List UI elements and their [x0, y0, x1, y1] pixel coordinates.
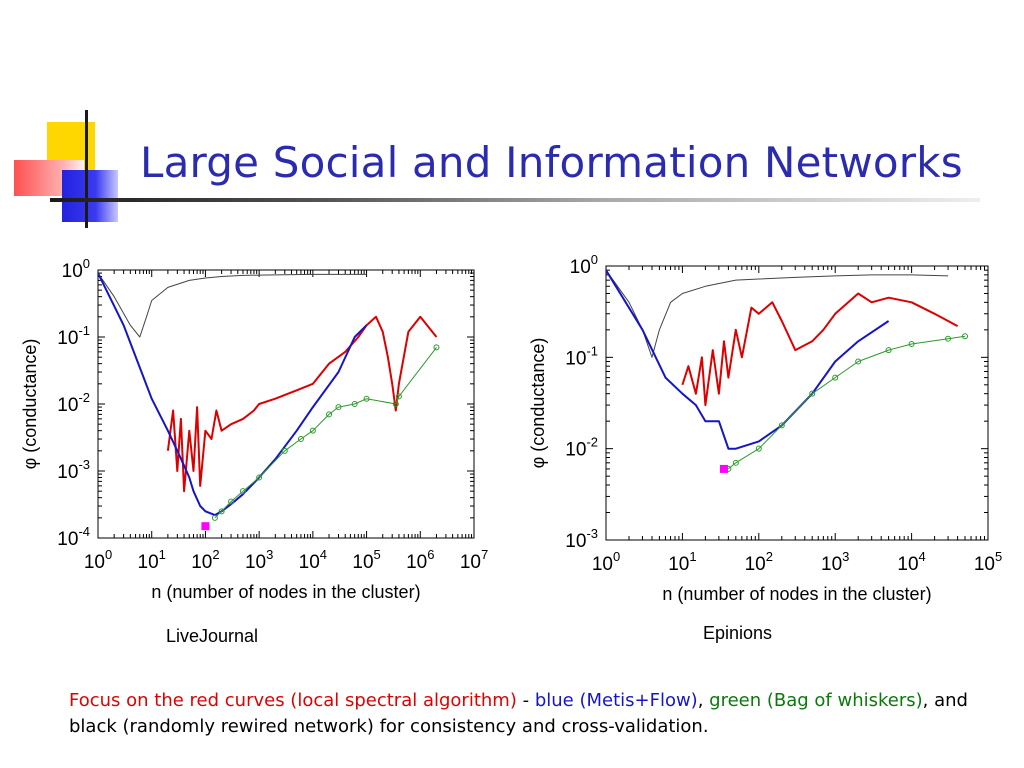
y-tick-label: 10-2 [565, 435, 598, 461]
caption-rest: , and black (randomly rewired network) f… [69, 690, 968, 737]
axes: 100 101 102 103 104 105 10-3 10-2 10-1 100 n (numb… [528, 252, 1002, 604]
series-green-point [351, 401, 358, 407]
series-green-point [908, 340, 915, 347]
chart-livejournal: 100 101 102 103 104 105 106 107 10-4 10-3 10-2 10-1… [20, 256, 488, 602]
y-tick-label: 10-3 [565, 526, 598, 552]
y-tick-label: 10-1 [565, 343, 598, 369]
y-tick-label: 10-4 [57, 524, 90, 550]
x-tick-label: 101 [138, 547, 166, 573]
x-tick-label: 107 [460, 547, 488, 573]
series-green-point [778, 422, 785, 429]
x-tick-label: 105 [974, 549, 1002, 575]
y-axis-label: φ (conductance) [20, 339, 40, 470]
series-green-point [297, 436, 304, 443]
series-green-line [728, 335, 966, 470]
series-green-point [392, 401, 399, 407]
x-tick-label: 106 [406, 547, 434, 573]
y-tick-label: 10-1 [57, 323, 90, 349]
y-tick-label: 10-2 [57, 390, 90, 416]
series-green-line [214, 347, 437, 519]
series-green-point [855, 358, 862, 365]
chart-epinions: 100 101 102 103 104 105 10-3 10-2 10-1 100 n (numb… [528, 252, 1002, 604]
y-axis-label: φ (conductance) [528, 338, 548, 469]
series-green-point [832, 374, 839, 381]
series-green-point [309, 427, 316, 434]
series-green-point [218, 508, 225, 515]
slide-title: Large Social and Information Networks [140, 138, 963, 187]
x-tick-label: 102 [191, 547, 219, 573]
series-green-point [732, 459, 739, 466]
x-tick-label: 102 [745, 549, 773, 575]
decor-vertical-line [85, 110, 88, 228]
y-tick-label: 10-3 [57, 457, 90, 483]
caption-sep1: - [516, 690, 535, 711]
series-green-point [326, 411, 333, 418]
caption-blue: blue (Metis+Flow) [534, 690, 698, 711]
series-green-point [239, 488, 246, 495]
series-black-line [97, 272, 367, 338]
decor-blue-square [62, 170, 118, 222]
series-green-point [281, 447, 288, 454]
x-tick-label: 101 [668, 549, 696, 575]
series-green-point [211, 514, 218, 521]
series-green-point [335, 404, 342, 411]
best-cluster-marker [201, 522, 210, 531]
caption-sep2: , [697, 690, 710, 711]
x-tick-label: 100 [592, 549, 620, 575]
x-tick-label: 100 [84, 547, 112, 573]
series-green-point [755, 445, 762, 452]
plot-frame [605, 265, 989, 541]
caption: Focus on the red curves (local spectral … [69, 688, 999, 740]
x-tick-label: 103 [245, 547, 273, 573]
series-blue-line [605, 269, 890, 450]
x-tick-label: 104 [897, 549, 925, 575]
series-blue-line [97, 272, 368, 517]
x-tick-label: 105 [352, 547, 380, 573]
decor-horizontal-line [50, 198, 980, 202]
x-axis-label: n (number of nodes in the cluster) [662, 584, 931, 604]
y-tick-label: 100 [62, 256, 90, 282]
series-green-point [962, 333, 969, 340]
best-cluster-marker [719, 464, 728, 473]
series-green-point [945, 335, 952, 342]
x-tick-label: 104 [299, 547, 327, 573]
series-green-point [433, 344, 440, 351]
series-green-point [363, 395, 370, 402]
series-red-line [166, 315, 438, 493]
series-black-line [605, 269, 949, 358]
series-green-point [228, 498, 235, 505]
series-green-point [256, 474, 263, 481]
x-axis-label: n (number of nodes in the cluster) [151, 582, 420, 602]
y-tick-label: 100 [570, 252, 598, 278]
series-green-point [809, 390, 816, 397]
series-green-point [885, 347, 892, 354]
series-red-line [681, 292, 959, 407]
dataset-label-epinions: Epinions [703, 623, 773, 643]
axes: 100 101 102 103 104 105 106 107 10-4 10-3 10-2 10-1… [20, 256, 488, 602]
caption-red: Focus on the red curves (local spectral … [69, 690, 517, 711]
x-tick-label: 103 [821, 549, 849, 575]
dataset-label-livejournal: LiveJournal [166, 626, 259, 646]
series-green-point [395, 393, 402, 400]
caption-green: green (Bag of whiskers) [709, 690, 923, 711]
